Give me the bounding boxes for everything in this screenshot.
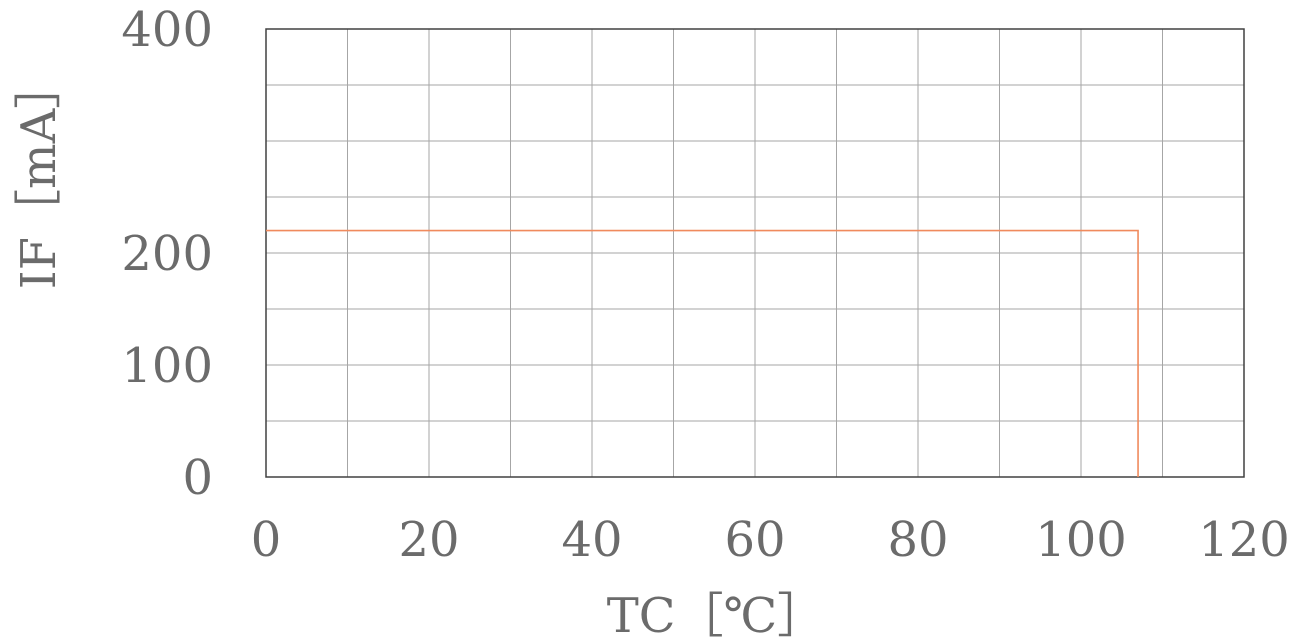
series-line (266, 229, 1139, 477)
x-tick-label: 120 (1198, 512, 1290, 568)
plot-frame (265, 28, 1245, 478)
grid (265, 28, 1245, 478)
y-tick-label: 200 (121, 226, 213, 282)
x-tick-label: 20 (398, 512, 459, 568)
x-tick-label: 80 (887, 512, 948, 568)
x-tick-label: 60 (724, 512, 785, 568)
y-axis-title: IF［mA］ (11, 61, 67, 289)
series-layer (266, 229, 1139, 477)
x-tick-label: 100 (1035, 512, 1127, 568)
x-tick-label: 40 (561, 512, 622, 568)
y-tick-label: 0 (182, 450, 213, 506)
x-tick-labels: 0 20 40 60 80 100 120 (251, 512, 1290, 568)
x-tick-label: 0 (251, 512, 282, 568)
y-tick-label: 100 (121, 338, 213, 394)
x-axis-title: TC［℃］ (607, 588, 825, 639)
y-tick-labels: 0 100 200 400 (121, 2, 213, 506)
y-tick-label: 400 (121, 2, 213, 58)
